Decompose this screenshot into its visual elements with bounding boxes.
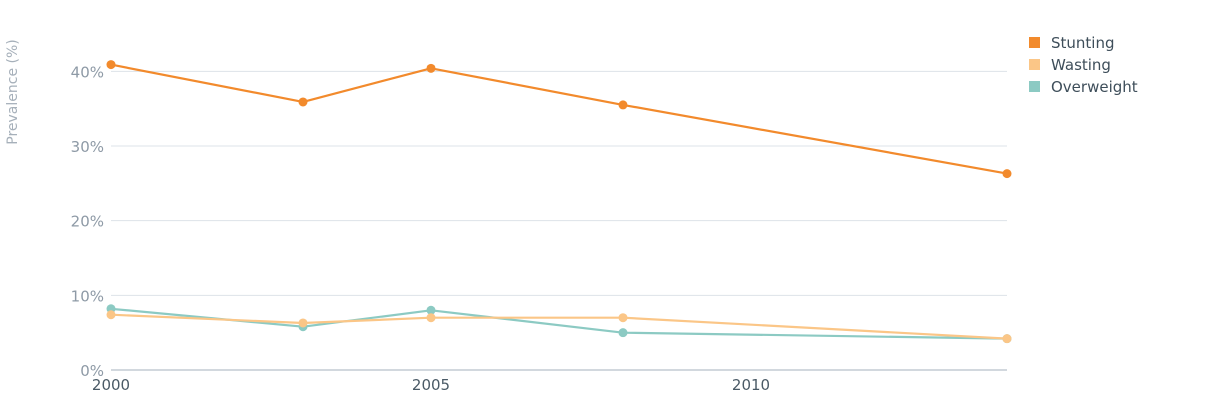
legend-label: Stunting xyxy=(1051,34,1115,52)
data-point-wasting[interactable] xyxy=(426,313,436,323)
y-tick-label: 40% xyxy=(71,63,104,81)
data-point-stunting[interactable] xyxy=(618,100,628,110)
y-tick-label: 0% xyxy=(80,362,104,380)
data-point-stunting[interactable] xyxy=(1002,169,1012,179)
y-tick-label: 20% xyxy=(71,213,104,231)
y-axis-ticks: 0% 10% 20% 30% 40% xyxy=(71,63,104,380)
y-axis-label: Prevalence (%) xyxy=(5,39,21,145)
data-point-stunting[interactable] xyxy=(426,63,436,73)
data-point-overweight[interactable] xyxy=(618,328,628,338)
legend[interactable]: Stunting Wasting Overweight xyxy=(1029,34,1138,96)
legend-swatch xyxy=(1029,81,1040,92)
data-point-wasting[interactable] xyxy=(1002,334,1012,344)
series xyxy=(106,60,1012,344)
legend-item-overweight[interactable]: Overweight xyxy=(1029,78,1138,96)
series-line-wasting[interactable] xyxy=(109,313,1009,340)
legend-swatch xyxy=(1029,37,1040,48)
legend-label: Wasting xyxy=(1051,56,1111,74)
legend-item-stunting[interactable]: Stunting xyxy=(1029,34,1115,52)
data-point-wasting[interactable] xyxy=(106,310,116,320)
data-point-wasting[interactable] xyxy=(618,313,628,323)
y-tick-label: 10% xyxy=(71,287,104,305)
data-point-stunting[interactable] xyxy=(298,97,308,107)
x-tick-label: 2000 xyxy=(92,376,130,394)
legend-label: Overweight xyxy=(1051,78,1138,96)
data-point-stunting[interactable] xyxy=(106,60,116,70)
data-point-wasting[interactable] xyxy=(298,318,308,328)
x-tick-label: 2010 xyxy=(732,376,770,394)
legend-item-wasting[interactable]: Wasting xyxy=(1029,56,1111,74)
x-axis-ticks: 2000 2005 2010 xyxy=(92,376,770,394)
y-tick-label: 30% xyxy=(71,138,104,156)
data-point-overweight[interactable] xyxy=(426,305,436,315)
x-tick-label: 2005 xyxy=(412,376,450,394)
legend-swatch xyxy=(1029,59,1040,70)
series-line-overweight[interactable] xyxy=(109,307,1009,340)
series-line-stunting[interactable] xyxy=(109,63,1009,175)
